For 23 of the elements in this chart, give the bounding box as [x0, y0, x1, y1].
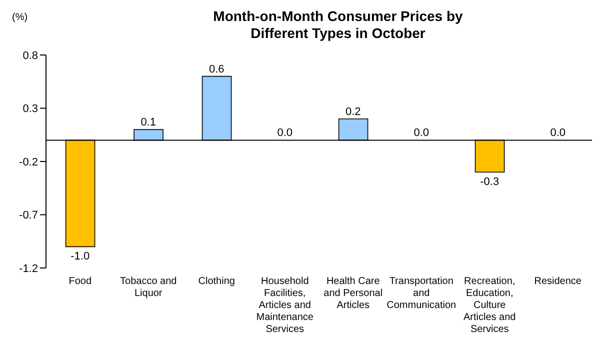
- data-label: 0.0: [414, 127, 430, 140]
- data-label: 0.1: [140, 116, 156, 129]
- x-tick-label: Clothing: [198, 276, 235, 287]
- x-tick-label: Recreation, Education, Culture Articles and Services: [464, 276, 516, 335]
- x-tick-label: Health Care and Personal Articles: [324, 276, 383, 311]
- x-tick-label: Transportation and Communication: [386, 276, 456, 311]
- chart-title: Month-on-Month Consumer Prices by Different Types in October: [212, 8, 464, 42]
- y-tick-label: 0.3: [22, 103, 38, 116]
- y-tick-label: -1.2: [19, 262, 38, 275]
- x-tick-label: Tobacco and Liquor: [120, 276, 177, 299]
- data-label: -0.3: [480, 176, 500, 188]
- data-label: 0.0: [550, 127, 566, 140]
- y-tick-label: 0.8: [22, 50, 38, 62]
- x-tick-label: Residence: [534, 276, 582, 287]
- y-tick-label: -0.2: [19, 156, 38, 168]
- x-tick-label: Food: [68, 276, 92, 287]
- data-label: 0.6: [208, 63, 224, 76]
- y-tick-label: -0.7: [19, 210, 38, 222]
- x-tick-label: Household Facilities, Articles and Maintenance Services: [256, 276, 314, 335]
- data-label: 0.2: [345, 106, 361, 118]
- data-label: 0.0: [277, 127, 293, 140]
- y-axis-title: (%): [12, 12, 28, 23]
- data-label: -1.0: [70, 250, 90, 263]
